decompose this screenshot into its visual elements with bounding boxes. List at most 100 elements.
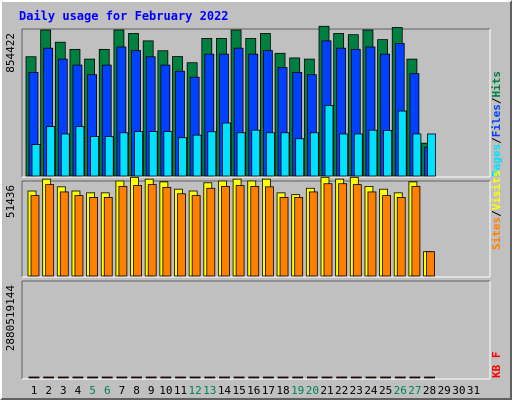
x-tick-label: 20 xyxy=(306,384,319,397)
legend-item: Files xyxy=(490,104,503,137)
bar-sites xyxy=(264,186,274,277)
bar-kb-f xyxy=(365,376,377,379)
chart-title: Daily usage for February 2022 xyxy=(19,9,229,23)
bar-pages xyxy=(280,132,290,177)
x-tick-label: 12 xyxy=(189,384,202,397)
bar-kb-f xyxy=(101,376,113,379)
bar-sites xyxy=(162,186,172,277)
bar-sites xyxy=(133,185,142,277)
legend-item: Sites xyxy=(490,217,503,250)
x-tick-label: 7 xyxy=(119,384,126,397)
bar-kb-f xyxy=(336,376,348,379)
legend-item: Visits xyxy=(490,171,503,211)
bar-sites xyxy=(59,191,69,277)
x-tick-label: 27 xyxy=(408,384,421,397)
y-max-label: 51436 xyxy=(4,185,17,218)
bar-sites xyxy=(191,195,201,277)
legend-item: Hits xyxy=(490,71,503,98)
bar-sites xyxy=(45,184,55,277)
legend-item: / xyxy=(490,97,503,104)
bar-pages xyxy=(339,133,349,177)
bar-pages xyxy=(207,131,217,177)
x-tick-label: 1 xyxy=(31,384,38,397)
bar-kb-f xyxy=(189,376,201,379)
x-tick-label: 22 xyxy=(335,384,348,397)
x-tick-label: 4 xyxy=(75,384,82,397)
bar-kb-f xyxy=(424,376,435,379)
x-tick-label: 8 xyxy=(133,384,140,397)
bar-kb-f xyxy=(394,376,406,379)
bar-sites xyxy=(74,195,84,277)
bar-kb-f xyxy=(248,376,260,379)
bar-sites xyxy=(338,183,348,277)
bar-pages xyxy=(222,122,231,177)
bar-sites xyxy=(426,251,435,277)
x-tick-label: 28 xyxy=(423,384,436,397)
bar-pages xyxy=(309,132,319,177)
bar-pages xyxy=(119,132,129,177)
bar-pages xyxy=(134,131,143,177)
bar-pages xyxy=(178,137,187,177)
x-tick-label: 31 xyxy=(467,384,480,397)
bar-kb-f xyxy=(409,376,421,379)
legend-item: / xyxy=(490,137,503,144)
bar-sites xyxy=(308,191,318,277)
x-tick-label: 30 xyxy=(452,384,465,397)
bar-pages xyxy=(412,133,422,177)
legend-hits_files_pages: Pages/Files/Hits xyxy=(490,71,503,177)
bar-kb-f xyxy=(350,376,362,379)
bar-sites xyxy=(89,197,98,277)
legend-kbf: KB F xyxy=(490,352,503,379)
x-tick-label: 23 xyxy=(350,384,363,397)
bar-sites xyxy=(352,184,362,277)
bar-sites xyxy=(103,197,113,277)
bar-sites xyxy=(147,184,157,277)
x-tick-label: 13 xyxy=(203,384,216,397)
x-tick-label: 2 xyxy=(45,384,52,397)
bar-pages xyxy=(46,126,56,177)
bar-kb-f xyxy=(306,376,318,379)
bar-kb-f xyxy=(175,376,186,379)
bar-pages xyxy=(265,132,275,177)
bar-pages xyxy=(31,144,41,177)
bar-kb-f xyxy=(43,376,55,379)
bar-pages xyxy=(90,136,99,177)
bar-sites xyxy=(177,193,186,277)
bar-pages xyxy=(383,129,393,177)
bar-pages xyxy=(236,132,246,177)
bar-pages xyxy=(104,136,114,177)
bar-sites xyxy=(250,186,260,277)
bar-sites xyxy=(221,186,230,277)
bar-sites xyxy=(294,197,304,277)
bar-kb-f xyxy=(57,376,69,379)
x-tick-label: 24 xyxy=(364,384,378,397)
x-tick-label: 29 xyxy=(438,384,451,397)
bar-kb-f xyxy=(233,376,245,379)
y-max-label: 2880519144 xyxy=(4,285,17,352)
bar-sites xyxy=(206,187,216,277)
bar-pages xyxy=(251,129,261,177)
bar-pages xyxy=(368,129,378,177)
bar-kb-f xyxy=(219,376,230,379)
bar-sites xyxy=(396,197,406,277)
bar-kb-f xyxy=(380,376,392,379)
bar-sites xyxy=(279,197,289,277)
bar-kb-f xyxy=(87,376,98,379)
legend-item: / xyxy=(490,210,503,217)
bar-sites xyxy=(367,191,377,277)
x-tick-label: 26 xyxy=(394,384,407,397)
x-tick-label: 11 xyxy=(174,384,187,397)
bar-sites xyxy=(411,186,421,277)
bar-kb-f xyxy=(277,376,289,379)
bar-kb-f xyxy=(160,376,172,379)
bar-sites xyxy=(235,185,245,277)
y-max-label: 854422 xyxy=(4,33,17,73)
x-tick-label: 6 xyxy=(104,384,111,397)
x-tick-label: 17 xyxy=(262,384,275,397)
bar-sites xyxy=(382,195,392,277)
x-tick-label: 16 xyxy=(247,384,260,397)
x-tick-label: 18 xyxy=(276,384,289,397)
bar-pages xyxy=(163,131,173,177)
bar-kb-f xyxy=(262,376,274,379)
